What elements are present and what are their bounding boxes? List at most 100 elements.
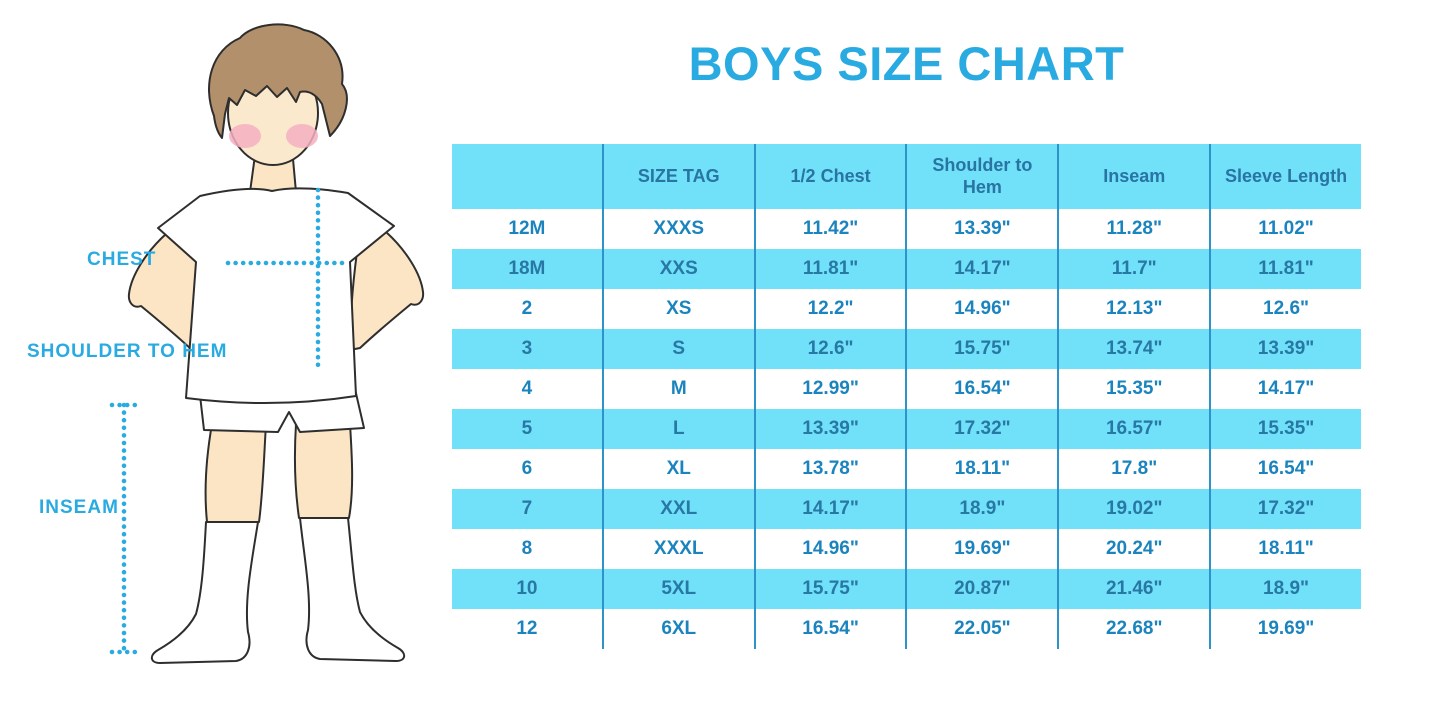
table-cell: 12.99" [753, 369, 906, 409]
table-cell: 13.74" [1057, 329, 1209, 369]
table-cell: M [601, 369, 754, 409]
table-cell: 15.75" [905, 329, 1057, 369]
table-row: 3 S 12.6" 15.75" 13.74" 13.39" [452, 329, 1361, 369]
table-cell: 17.32" [905, 409, 1057, 449]
table-cell: 22.05" [905, 609, 1057, 649]
header-cell: 1/2 Chest [753, 144, 906, 209]
table-cell: 20.24" [1057, 529, 1209, 569]
table-cell: 14.17" [753, 489, 906, 529]
table-cell: 18.11" [1209, 529, 1361, 569]
hair [208, 23, 348, 139]
table-cell: 16.57" [1057, 409, 1209, 449]
size-cell: 8 [521, 538, 533, 559]
right-sock [299, 517, 406, 662]
table-cell: XXXL [601, 529, 754, 569]
table-cell: XL [601, 449, 754, 489]
table-cell: 12.2" [753, 289, 906, 329]
size-cell: 7 [521, 498, 533, 519]
left-cheek-blush [229, 124, 261, 148]
table-cell: 17.8" [1057, 449, 1209, 489]
table-cell: 22.68" [1057, 609, 1209, 649]
table-cell: 12.6" [1209, 289, 1361, 329]
table-cell: XXS [601, 249, 754, 289]
table-cell: 16.54" [1209, 449, 1361, 489]
left-sock [150, 521, 259, 664]
table-cell: 11.02" [1209, 209, 1361, 249]
table-cell: 19.02" [1057, 489, 1209, 529]
page-title: BOYS SIZE CHART [688, 37, 1125, 90]
table-cell: 11.28" [1057, 209, 1209, 249]
table-cell: 18.9" [905, 489, 1057, 529]
table-cell: 13.39" [753, 409, 906, 449]
table-row: 2 XS 12.2" 14.96" 12.13" 12.6" [452, 289, 1361, 329]
table-row: 12 6XL 16.54" 22.05" 22.68" 19.69" [452, 609, 1361, 649]
size-cell: 18M [508, 258, 546, 279]
size-cell: 10 [516, 578, 538, 599]
size-cell: 3 [521, 338, 533, 359]
table-row: 10 5XL 15.75" 20.87" 21.46" 18.9" [452, 569, 1361, 609]
table-cell: 18.9" [1209, 569, 1361, 609]
size-table: SIZE TAG 1/2 Chest Shoulder to Hem Inseam Sl… [452, 144, 1361, 649]
table-cell: 11.42" [753, 209, 906, 249]
table-cell: 6XL [601, 609, 754, 649]
size-cell: 5 [521, 418, 533, 439]
header-cell [452, 144, 602, 209]
figure-region: CHEST SHOULDER TO HEM INSEAM [0, 0, 450, 723]
table-cell: 18.11" [905, 449, 1057, 489]
table-cell: 19.69" [905, 529, 1057, 569]
table-cell: 21.46" [1057, 569, 1209, 609]
table-row: 6 XL 13.78" 18.11" 17.8" 16.54" [452, 449, 1361, 489]
table-cell: S [601, 329, 754, 369]
size-cell: 4 [521, 378, 533, 399]
right-leg [294, 423, 354, 519]
table-cell: 19.69" [1209, 609, 1361, 649]
header-cell: Sleeve Length [1209, 144, 1361, 209]
table-cell: 12.6" [753, 329, 906, 369]
size-cell: 12M [508, 218, 546, 239]
table-cell: 15.75" [753, 569, 906, 609]
left-leg [204, 423, 267, 523]
table-cell: 14.17" [905, 249, 1057, 289]
table-cell: XXXS [601, 209, 754, 249]
table-row: 8 XXXL 14.96" 19.69" 20.24" 18.11" [452, 529, 1361, 569]
size-cell: 12 [516, 618, 538, 639]
header-cell: SIZE TAG [601, 144, 754, 209]
table-cell: 20.87" [905, 569, 1057, 609]
size-cell: 6 [521, 458, 533, 479]
inseam-label: INSEAM [39, 497, 119, 518]
table-cell: 13.39" [905, 209, 1057, 249]
t-shirt [157, 187, 395, 405]
table-cell: 11.81" [753, 249, 906, 289]
shoulder-to-hem-label: SHOULDER TO HEM [27, 341, 228, 362]
table-cell: XS [601, 289, 754, 329]
table-cell: 14.96" [753, 529, 906, 569]
right-cheek-blush [286, 124, 318, 148]
table-cell: 15.35" [1057, 369, 1209, 409]
table-row: 12M XXXS 11.42" 13.39" 11.28" 11.02" [452, 209, 1361, 249]
table-cell: L [601, 409, 754, 449]
table-cell: 17.32" [1209, 489, 1361, 529]
boy-figure-illustration [109, 23, 425, 664]
size-cell: 2 [521, 298, 533, 319]
table-cell: 16.54" [753, 609, 906, 649]
table-cell: 11.7" [1057, 249, 1209, 289]
table-row: 5 L 13.39" 17.32" 16.57" 15.35" [452, 409, 1361, 449]
table-cell: 14.17" [1209, 369, 1361, 409]
table-cell: 5XL [601, 569, 754, 609]
header-cell: Inseam [1057, 144, 1209, 209]
size-table-header-row: SIZE TAG 1/2 Chest Shoulder to Hem Inseam Sl… [452, 144, 1361, 209]
table-cell: 13.78" [753, 449, 906, 489]
table-cell: 15.35" [1209, 409, 1361, 449]
table-cell: 13.39" [1209, 329, 1361, 369]
table-cell: 16.54" [905, 369, 1057, 409]
table-cell: 11.81" [1209, 249, 1361, 289]
table-cell: 12.13" [1057, 289, 1209, 329]
table-row: 7 XXL 14.17" 18.9" 19.02" 17.32" [452, 489, 1361, 529]
header-cell: Shoulder to Hem [905, 144, 1057, 209]
table-cell: 14.96" [905, 289, 1057, 329]
table-row: 4 M 12.99" 16.54" 15.35" 14.17" [452, 369, 1361, 409]
table-cell: XXL [601, 489, 754, 529]
chest-label: CHEST [87, 249, 157, 270]
table-row: 18M XXS 11.81" 14.17" 11.7" 11.81" [452, 249, 1361, 289]
